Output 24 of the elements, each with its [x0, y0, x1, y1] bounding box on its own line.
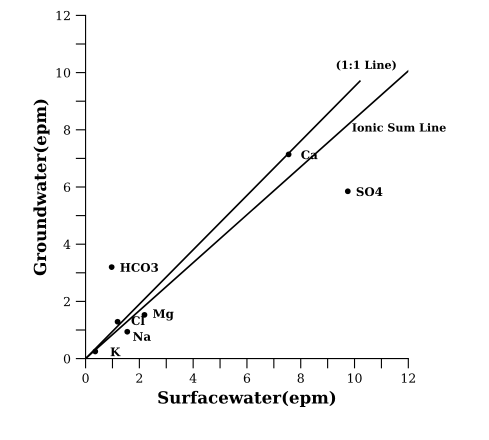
y-tick-label: 8 — [64, 125, 70, 135]
x-tick-label: 12 — [402, 373, 416, 383]
y-tick-label: 2 — [64, 296, 70, 306]
y-tick-label: 6 — [64, 182, 70, 192]
series-label: Ionic Sum Line — [352, 123, 446, 132]
x-tick-label: 2 — [136, 373, 142, 383]
data-label: Mg — [153, 309, 174, 321]
x-tick-label: 6 — [244, 373, 250, 383]
y-tick-label: 0 — [64, 354, 70, 364]
y-tick-label: 4 — [63, 240, 70, 249]
data-label: Cl — [132, 316, 145, 326]
x-tick-label: 10 — [348, 373, 362, 383]
data-label: Na — [133, 332, 151, 341]
data-label: K — [110, 348, 121, 356]
x-tick-label: 8 — [298, 373, 304, 383]
x-axis-title: Surfacewater(epm) — [158, 390, 336, 407]
x-tick-label: 0 — [82, 373, 89, 383]
y-tick-label: 12 — [56, 10, 70, 20]
data-label: HCO3 — [120, 263, 158, 272]
y-axis-title: Groundwater(epm) — [33, 100, 50, 276]
y-tick-label: 10 — [56, 68, 70, 78]
series-label: (1:1 Line) — [336, 60, 396, 71]
data-label: SO4 — [356, 187, 382, 196]
x-tick-label: 4 — [190, 373, 197, 383]
